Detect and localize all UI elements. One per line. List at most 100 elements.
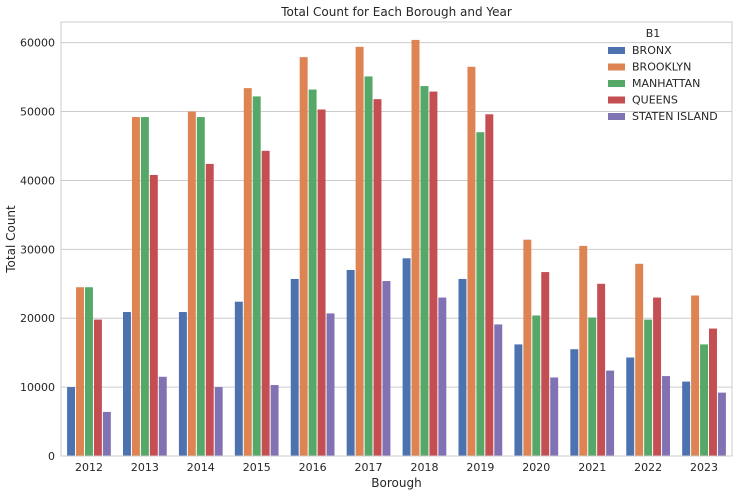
- x-tick-label: 2013: [131, 461, 159, 474]
- bar-staten-island-2023: [717, 392, 726, 456]
- legend-label: MANHATTAN: [632, 77, 700, 90]
- bar-staten-island-2013: [158, 376, 167, 456]
- bar-manhattan-2022: [644, 319, 653, 456]
- bar-queens-2013: [149, 174, 158, 456]
- bar-manhattan-2014: [196, 117, 205, 457]
- bar-staten-island-2016: [326, 313, 335, 456]
- y-tick-label: 50000: [20, 106, 55, 119]
- bar-brooklyn-2015: [243, 88, 252, 456]
- bar-staten-island-2014: [214, 387, 223, 456]
- x-tick-label: 2017: [355, 461, 383, 474]
- bar-bronx-2017: [346, 270, 355, 456]
- bar-queens-2016: [317, 109, 326, 456]
- bar-queens-2019: [485, 114, 494, 457]
- bars: [67, 39, 726, 457]
- bar-brooklyn-2017: [355, 46, 364, 457]
- bar-brooklyn-2021: [579, 245, 588, 456]
- legend-label: STATEN ISLAND: [632, 110, 718, 123]
- y-tick-label: 40000: [20, 174, 55, 187]
- x-tick-label: 2018: [410, 461, 438, 474]
- bar-staten-island-2015: [270, 385, 279, 456]
- bar-brooklyn-2016: [299, 57, 308, 457]
- legend: B1 BRONX BROOKLYN MANHATTAN QUEENS STATEN IS…: [608, 27, 718, 123]
- bar-bronx-2014: [178, 312, 187, 456]
- y-tick-label: 0: [48, 450, 55, 463]
- bar-queens-2012: [93, 319, 102, 456]
- plot-frame: [60, 21, 733, 457]
- bar-queens-2020: [541, 272, 550, 456]
- bar-manhattan-2018: [420, 86, 429, 457]
- bar-brooklyn-2018: [411, 39, 420, 457]
- bar-manhattan-2020: [532, 315, 541, 456]
- bar-staten-island-2021: [606, 370, 615, 456]
- legend-swatch: [608, 96, 625, 104]
- legend-swatch: [608, 80, 625, 87]
- bar-staten-island-2019: [494, 324, 503, 456]
- legend-label: BROOKLYN: [632, 61, 691, 74]
- bar-brooklyn-2019: [467, 66, 476, 457]
- bar-queens-2021: [597, 283, 606, 456]
- legend-title: B1: [646, 27, 661, 40]
- bar-brooklyn-2022: [635, 263, 644, 456]
- bar-bronx-2021: [570, 349, 579, 456]
- x-tick-label: 2015: [243, 461, 271, 474]
- bar-manhattan-2013: [140, 117, 149, 457]
- bar-manhattan-2015: [252, 96, 261, 457]
- y-axis-title: Total Count: [4, 205, 18, 274]
- bar-brooklyn-2023: [691, 295, 700, 456]
- x-tick-label: 2021: [578, 461, 606, 474]
- axes: 0 10000 20000 30000 40000 50000 60000 2012 2013 2…: [20, 21, 733, 474]
- bar-queens-2022: [653, 297, 662, 456]
- bar-bronx-2019: [458, 278, 467, 456]
- bar-staten-island-2020: [550, 377, 559, 456]
- bar-staten-island-2022: [662, 376, 670, 456]
- bar-brooklyn-2012: [76, 287, 84, 456]
- bar-manhattan-2021: [588, 317, 597, 456]
- legend-label: QUEENS: [632, 94, 678, 107]
- y-tick-label: 10000: [20, 381, 55, 394]
- bar-queens-2014: [205, 163, 214, 456]
- bar-bronx-2016: [290, 278, 299, 456]
- x-tick-label: 2019: [466, 461, 494, 474]
- x-tick-label: 2020: [522, 461, 550, 474]
- bar-manhattan-2016: [308, 89, 317, 456]
- bar-staten-island-2017: [382, 281, 391, 456]
- plot-area: [61, 22, 732, 456]
- bar-queens-2018: [429, 91, 438, 457]
- y-tick-label: 30000: [20, 243, 55, 256]
- legend-swatch: [608, 47, 625, 54]
- y-tick-label: 20000: [20, 312, 55, 325]
- bar-bronx-2015: [234, 301, 243, 456]
- x-tick-label: 2016: [299, 461, 327, 474]
- x-tick-label: 2022: [634, 461, 662, 474]
- bar-brooklyn-2014: [187, 111, 196, 457]
- bar-bronx-2020: [514, 344, 523, 456]
- bar-queens-2023: [709, 328, 717, 456]
- x-tick-label: 2012: [75, 461, 103, 474]
- x-tick-label: 2023: [690, 461, 718, 474]
- y-tick-label: 60000: [20, 37, 55, 50]
- x-tick-label: 2014: [187, 461, 215, 474]
- bar-bronx-2013: [123, 312, 131, 456]
- legend-label: BRONX: [632, 44, 672, 57]
- bar-queens-2015: [261, 150, 270, 457]
- chart-title: Total Count for Each Borough and Year: [280, 5, 512, 19]
- bar-staten-island-2018: [438, 297, 447, 456]
- bar-staten-island-2012: [102, 411, 111, 456]
- bar-brooklyn-2020: [523, 239, 532, 456]
- bar-bronx-2012: [67, 387, 76, 456]
- bar-bronx-2023: [682, 381, 691, 456]
- bar-manhattan-2012: [84, 287, 93, 456]
- legend-swatch: [608, 113, 625, 120]
- legend-swatch: [608, 63, 625, 71]
- bar-bronx-2022: [626, 357, 635, 456]
- bar-queens-2017: [373, 99, 382, 457]
- bar-bronx-2018: [402, 258, 411, 456]
- bar-manhattan-2019: [476, 132, 485, 456]
- bar-manhattan-2017: [364, 76, 373, 456]
- bar-manhattan-2023: [700, 344, 709, 456]
- bar-brooklyn-2013: [131, 117, 140, 457]
- x-axis-title: Borough: [371, 476, 421, 490]
